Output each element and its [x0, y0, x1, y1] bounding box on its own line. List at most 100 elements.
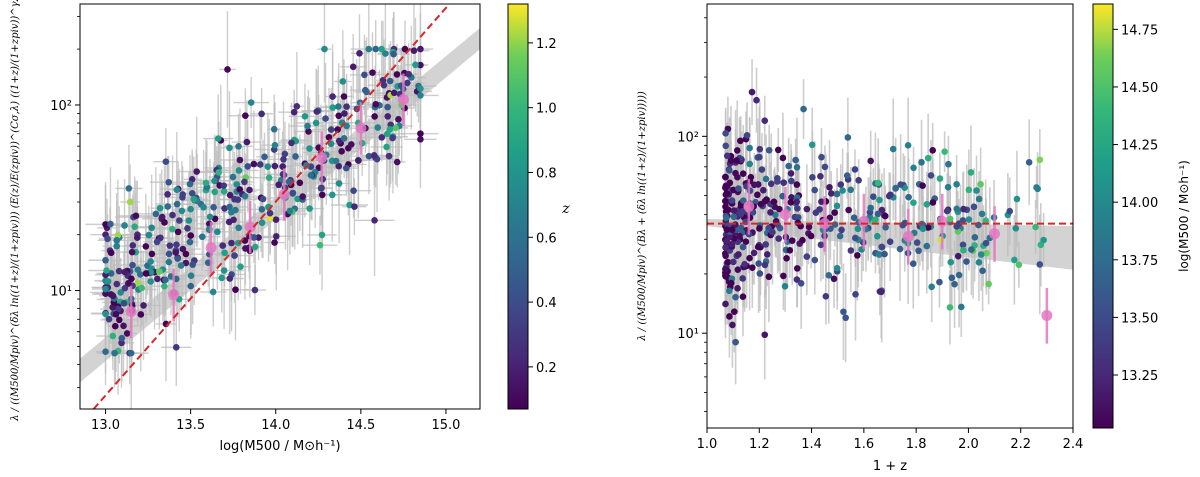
left-scatter-point [339, 78, 347, 85]
left-scatter-point [177, 262, 185, 269]
left-scatter-point [148, 224, 155, 232]
left-x-tick-label: 14.5 [346, 418, 375, 433]
right-scatter-point [870, 193, 877, 201]
left-scatter-point [417, 45, 424, 53]
right-binned-point [743, 201, 755, 213]
right-scatter-point [924, 224, 932, 231]
left-scatter-point [132, 212, 140, 220]
left-scatter-point [335, 103, 342, 110]
right-scatter-point [787, 199, 795, 206]
right-scatter-point [761, 331, 769, 339]
right-scatter-point [909, 260, 917, 268]
right-scatter-point [793, 265, 801, 272]
right-scatter-point [924, 154, 932, 162]
left-scatter-point [162, 276, 169, 284]
right-scatter-point [734, 173, 741, 181]
left-scatter-point [103, 267, 110, 274]
right-scatter-point [803, 205, 811, 213]
right-scatter-point [774, 178, 781, 185]
left-scatter-point [229, 173, 237, 181]
left-scatter-point [293, 103, 301, 110]
right-scatter-point [833, 190, 841, 198]
right-scatter-point [775, 235, 783, 242]
left-scatter-point [184, 225, 191, 232]
right-scatter-point [805, 223, 813, 231]
right-x-tick-label: 2.4 [1063, 437, 1084, 452]
left-panel: 13.0 13.5 14.0 14.5 15.0 10¹ 10² log(M500 / M… [10, 0, 570, 454]
right-scatter-point [913, 239, 921, 246]
right-scatter-point [838, 226, 845, 234]
left-scatter-point [372, 100, 380, 108]
left-binned-point [125, 306, 137, 318]
right-scatter-point [971, 234, 979, 241]
right-binned-point [819, 218, 831, 230]
left-scatter-point [221, 205, 228, 212]
right-scatter-point [1034, 185, 1041, 193]
left-scatter-point [121, 284, 129, 292]
right-scatter-point [743, 132, 751, 139]
left-scatter-point [109, 292, 117, 300]
right-scatter-point [724, 206, 732, 214]
right-scatter-point [839, 187, 846, 194]
right-scatter-point [730, 213, 738, 221]
right-scatter-point [780, 272, 787, 280]
left-scatter-point [412, 61, 419, 69]
right-scatter-point [919, 225, 927, 233]
left-scatter-point [109, 304, 116, 311]
left-colorbar-tick-label: 0.4 [536, 296, 557, 311]
right-scatter-point [803, 253, 811, 260]
right-scatter-point [842, 314, 849, 322]
left-scatter-point [225, 218, 233, 226]
right-scatter-point [750, 249, 758, 257]
right-scatter-point [739, 243, 747, 251]
right-colorbar-tick-label: 13.50 [1121, 311, 1158, 326]
right-x-tick-label: 1.4 [801, 437, 822, 452]
left-scatter-point [340, 135, 348, 142]
left-binned-point [355, 122, 367, 134]
right-scatter-point [727, 157, 735, 164]
right-binned-point [902, 230, 914, 242]
right-scatter-point [945, 160, 952, 168]
right-scatter-point [767, 209, 774, 216]
left-scatter-point [365, 152, 373, 160]
left-scatter-point [111, 322, 119, 330]
left-scatter-point [156, 268, 163, 276]
left-scatter-point [321, 45, 328, 53]
right-scatter-point [910, 199, 917, 206]
left-scatter-point [107, 249, 115, 257]
left-scatter-point [272, 216, 280, 223]
right-scatter-point [959, 241, 967, 249]
left-scatter-point [271, 239, 278, 246]
right-scatter-point [786, 246, 794, 254]
left-scatter-point [121, 268, 128, 276]
left-colorbar-tick-label: 1.2 [536, 37, 557, 52]
left-scatter-point [289, 189, 297, 197]
right-scatter-point [847, 247, 855, 254]
left-scatter-point [211, 188, 219, 196]
left-scatter-point [335, 137, 343, 145]
right-scatter-point [767, 180, 775, 188]
left-x-tick-label: 15.0 [431, 418, 460, 433]
right-scatter-point [897, 181, 904, 188]
right-scatter-point [927, 172, 935, 179]
right-scatter-point [742, 238, 750, 246]
right-scatter-point [1015, 261, 1023, 269]
left-scatter-point [179, 191, 187, 198]
left-scatter-point [116, 316, 123, 324]
left-scatter-point [294, 195, 301, 203]
right-scatter-point [1036, 156, 1044, 164]
left-scatter-point [228, 208, 235, 216]
left-colorbar-label: z [561, 201, 570, 217]
right-scatter-point [899, 221, 907, 229]
left-scatter-point [317, 185, 325, 192]
right-colorbar-tick-label: 13.75 [1121, 254, 1158, 269]
right-scatter-point [1037, 241, 1045, 249]
left-scatter-point [356, 49, 363, 57]
right-scatter-point [735, 251, 742, 258]
right-scatter-point [748, 88, 756, 96]
left-x-tick-label: 13.0 [91, 418, 120, 433]
right-scatter-point [722, 252, 729, 260]
right-scatter-point [978, 210, 986, 218]
right-scatter-point [960, 246, 967, 254]
left-scatter-point [105, 315, 113, 323]
